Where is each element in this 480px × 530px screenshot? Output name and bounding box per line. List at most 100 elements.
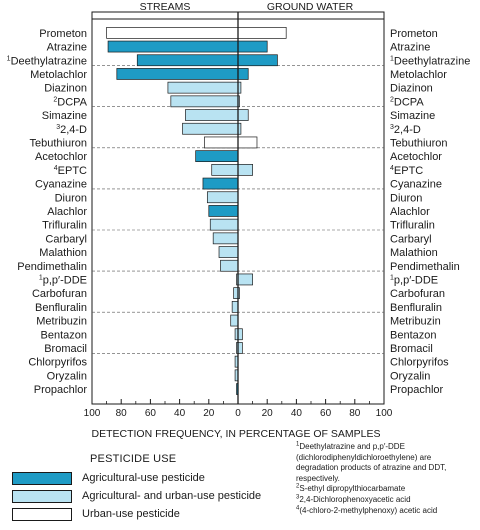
category-label-right: 4EPTC	[390, 165, 423, 177]
category-label-left: Simazine	[42, 110, 87, 122]
legend-swatch-urban	[12, 507, 72, 521]
category-label-left: Atrazine	[47, 42, 87, 54]
category-label-left: Diuron	[55, 192, 87, 204]
category-label-right: Metolachlor	[390, 69, 447, 81]
category-label-right: 1p,p′-DDE	[390, 274, 438, 286]
bar-streams	[107, 40, 239, 53]
bar-streams	[208, 205, 239, 217]
category-label-right: Simazine	[390, 110, 435, 122]
x-tick-label-ground-water: 80	[349, 408, 361, 419]
category-label-right: Tebuthiuron	[390, 137, 448, 149]
category-label-left: Metolachlor	[30, 69, 87, 81]
bar-streams	[167, 81, 239, 94]
bar-ground-water	[237, 40, 268, 53]
bar-streams	[218, 246, 239, 258]
footnote-3: 32,4-Dichlorophenoxyacetic acid	[296, 494, 411, 504]
category-label-left: Propachlor	[34, 384, 88, 396]
category-label-left: Cyanazine	[35, 179, 87, 191]
category-label-left: Metribuzin	[36, 316, 87, 328]
footnote-2: 2S-ethyl dipropylthiocarbamate	[296, 483, 406, 494]
category-label-left: Malathion	[39, 247, 87, 259]
category-label-left: Oryzalin	[47, 370, 87, 382]
category-label-right: Oryzalin	[390, 370, 430, 382]
footnotes: 1Deethylatrazine and p,p′-DDE (dichlorod…	[296, 441, 472, 516]
category-label-right: Atrazine	[390, 42, 430, 54]
category-label-left: Tebuthiuron	[30, 137, 88, 149]
bar-ground-water	[237, 109, 249, 121]
category-label-left: Trifluralin	[42, 220, 87, 232]
x-tick-label-streams: 40	[174, 408, 186, 419]
category-label-right: Acetochlor	[390, 151, 442, 163]
category-label-right: Benfluralin	[390, 302, 442, 314]
bar-streams	[206, 191, 239, 204]
category-label-right: Metribuzin	[390, 316, 441, 328]
x-tick-label-ground-water: 60	[320, 408, 332, 419]
bar-streams	[209, 218, 239, 231]
x-tick-label-ground-water: 100	[376, 408, 393, 419]
legend-swatch-agricultural-urban	[12, 489, 72, 503]
legend-item-agricultural: Agricultural-use pesticide	[12, 470, 205, 486]
category-label-right: Bentazon	[390, 329, 436, 341]
bar-ground-water	[237, 328, 243, 341]
x-tick-label-streams: 20	[203, 408, 215, 419]
legend-item-urban: Urban-use pesticide	[12, 506, 180, 522]
legend-swatch-agricultural	[12, 471, 72, 485]
category-label-right: Diuron	[390, 192, 422, 204]
bar-streams	[212, 232, 239, 245]
bar-streams	[136, 54, 239, 67]
bar-streams	[202, 177, 239, 190]
bar-ground-water	[237, 164, 253, 176]
category-label-left: Bromacil	[44, 343, 87, 355]
category-label-left: Bentazon	[41, 329, 87, 341]
legend-item-agricultural-urban: Agricultural- and urban-use pesticide	[12, 488, 261, 504]
category-label-left: 32,4-D	[56, 124, 87, 136]
bar-streams	[211, 164, 239, 176]
x-tick-label-streams: 0	[235, 408, 241, 419]
category-label-right: Diazinon	[390, 83, 433, 95]
category-label-right: Chlorpyrifos	[390, 357, 449, 369]
category-label-right: Carbaryl	[390, 233, 432, 245]
legend-label-agricultural-urban: Agricultural- and urban-use pesticide	[82, 490, 262, 502]
bar-streams	[204, 136, 239, 149]
legend-title: PESTICIDE USE	[90, 453, 177, 465]
x-tick-label-ground-water: 20	[262, 408, 274, 419]
category-label-left: Pendimethalin	[17, 261, 87, 273]
bar-streams	[195, 150, 239, 162]
legend-label-urban: Urban-use pesticide	[82, 508, 180, 520]
category-label-right: Prometon	[390, 28, 438, 40]
bar-ground-water	[237, 273, 253, 286]
x-tick-label-streams: 80	[116, 408, 128, 419]
bar-streams	[185, 109, 239, 121]
category-label-left: Alachlor	[47, 206, 87, 218]
category-label-right: Pendimethalin	[390, 261, 460, 273]
category-label-right: 32,4-D	[390, 124, 421, 136]
category-label-right: 1Deethylatrazine	[390, 55, 470, 67]
bar-streams	[230, 314, 239, 327]
category-label-right: 2DCPA	[390, 96, 424, 108]
category-label-left: 2DCPA	[53, 96, 87, 108]
bar-ground-water	[237, 342, 243, 354]
panel-title-ground-water: GROUND WATER	[267, 1, 354, 13]
bar-streams	[231, 301, 239, 313]
category-label-left: Chlorpyrifos	[28, 357, 87, 369]
bar-streams	[182, 122, 239, 135]
category-label-right: Carbofuran	[390, 288, 445, 300]
footnote-4: 4(4-chloro-2-methylphenoxy) acetic acid	[296, 504, 438, 515]
category-label-left: Carbaryl	[45, 233, 87, 245]
category-label-left: Acetochlor	[35, 151, 87, 163]
bar-streams	[170, 95, 239, 108]
category-label-right: Propachlor	[390, 384, 444, 396]
category-label-left: 4EPTC	[54, 165, 87, 177]
footnote-1: 1Deethylatrazine and p,p′-DDE (dichlorod…	[296, 441, 447, 483]
category-label-right: Bromacil	[390, 343, 433, 355]
legend-label-agricultural: Agricultural-use pesticide	[82, 472, 205, 484]
bar-ground-water	[237, 27, 287, 39]
bar-ground-water	[237, 136, 258, 149]
bar-ground-water	[237, 68, 249, 80]
bar-streams	[220, 259, 239, 272]
bar-streams	[233, 287, 239, 299]
category-label-left: Carbofuran	[32, 288, 87, 300]
category-label-right: Malathion	[390, 247, 438, 259]
